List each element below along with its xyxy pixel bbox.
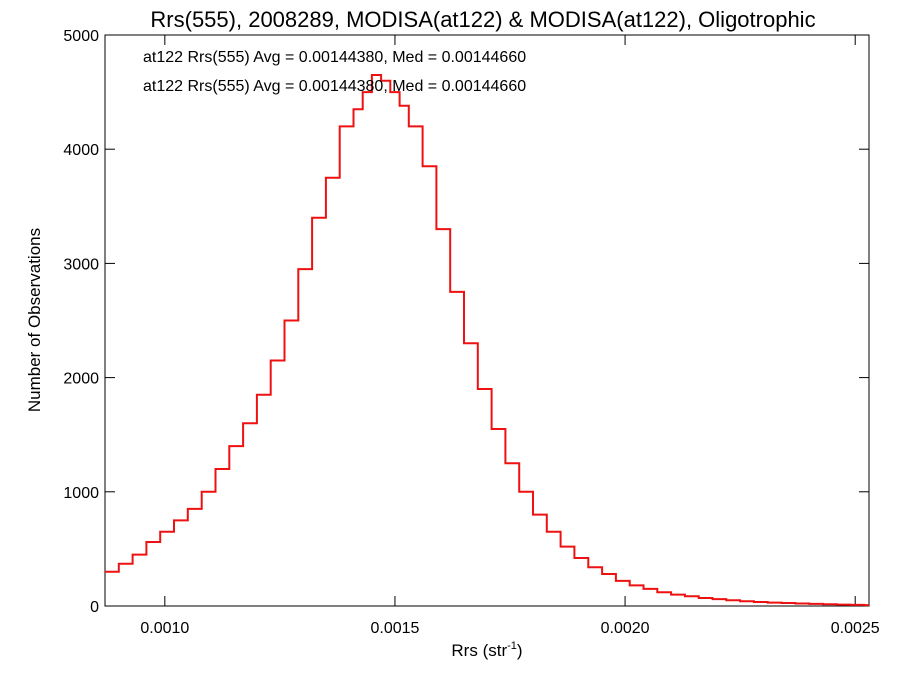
y-tick-label: 1000	[63, 485, 99, 502]
x-axis-label: Rrs (str-1)	[451, 640, 522, 660]
chart-title: Rrs(555), 2008289, MODISA(at122) & MODIS…	[150, 7, 815, 32]
series-line	[105, 74, 869, 607]
x-tick-label: 0.0015	[370, 620, 419, 637]
x-axis-label-main: Rrs (str	[451, 641, 507, 660]
legend-entry-black: at122 Rrs(555) Avg = 0.00144380, Med = 0…	[143, 49, 526, 66]
x-axis: 0.0010 0.0015 0.0020 0.0025	[140, 35, 880, 637]
legend-entry-red: at122 Rrs(555) Avg = 0.00144380, Med = 0…	[143, 78, 526, 95]
x-tick-label: 0.0010	[140, 620, 189, 637]
x-axis-label-suffix: )	[517, 641, 523, 660]
y-axis-label: Number of Observations	[25, 228, 44, 412]
y-axis: 0 1000 2000 3000 4000 5000	[63, 28, 869, 616]
x-axis-label-superscript: -1	[507, 640, 517, 652]
y-tick-label: 2000	[63, 371, 99, 388]
plot-area	[104, 34, 870, 607]
x-tick-label: 0.0020	[601, 620, 650, 637]
y-tick-label: 5000	[63, 28, 99, 45]
y-tick-label: 0	[90, 599, 99, 616]
x-tick-label: 0.0025	[831, 620, 880, 637]
y-tick-label: 3000	[63, 256, 99, 273]
y-tick-label: 4000	[63, 142, 99, 159]
